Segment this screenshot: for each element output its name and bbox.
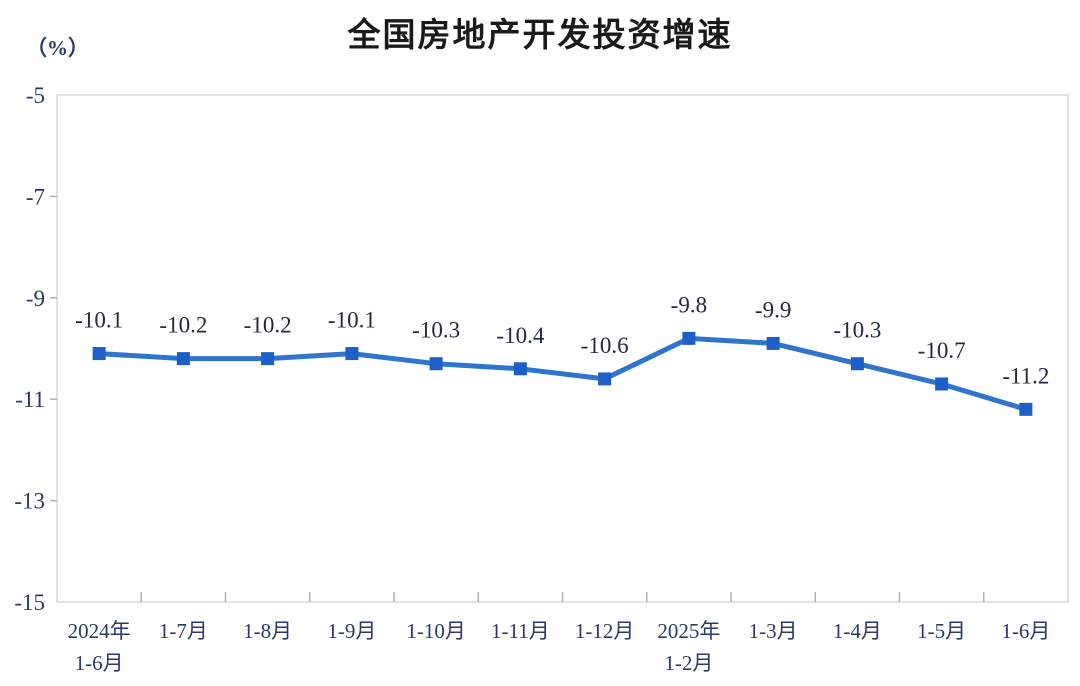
x-axis-category-label: 1-5月 <box>917 619 966 643</box>
y-axis-tick-label: -13 <box>14 489 45 514</box>
x-axis-category-label: 1-10月 <box>406 619 466 643</box>
chart-title: 全国房地产开发投资增速 <box>347 15 733 54</box>
data-point-marker <box>766 336 780 350</box>
data-point-marker <box>1019 402 1033 416</box>
data-point-marker <box>92 347 106 361</box>
data-point-label: -9.8 <box>671 292 707 317</box>
series-line <box>96 335 1029 412</box>
x-axis-category-label: 1-6月 <box>1001 619 1050 643</box>
x-axis-category-label: 2025年 <box>657 619 720 643</box>
x-axis-category-label: 1-3月 <box>749 619 798 643</box>
data-point-label: -10.1 <box>328 308 376 333</box>
y-axis-tick-label: -11 <box>15 387 45 412</box>
x-axis-category-label: 1-7月 <box>159 619 208 643</box>
y-axis-unit-label: （%） <box>26 36 89 60</box>
x-axis-category-label: 1-4月 <box>833 619 882 643</box>
data-point-marker <box>261 352 275 366</box>
data-point-label: -10.4 <box>496 323 544 348</box>
data-point-label: -9.9 <box>755 297 791 322</box>
y-axis-tick-label: -15 <box>14 590 45 615</box>
x-axis-category-label: 1-12月 <box>575 619 635 643</box>
x-axis-category-label: 2024年 <box>68 619 131 643</box>
data-point-label: -10.3 <box>412 318 460 343</box>
data-point-label: -10.6 <box>581 333 629 358</box>
data-point-marker <box>935 377 949 391</box>
data-point-label: -10.1 <box>75 308 123 333</box>
plot-area-border <box>56 94 1069 603</box>
data-point-marker <box>345 347 359 361</box>
y-axis-tick-label: -5 <box>26 83 45 108</box>
x-axis-category-label: 1-8月 <box>243 619 292 643</box>
x-axis-category-label: 1-6月 <box>75 651 124 675</box>
data-point-marker <box>429 357 443 371</box>
data-point-marker <box>682 331 696 345</box>
data-point-marker <box>850 357 864 371</box>
data-point-label: -10.2 <box>244 313 292 338</box>
x-axis-category-label: 1-9月 <box>327 619 376 643</box>
data-point-marker <box>513 362 527 376</box>
x-axis-category-label: 1-2月 <box>664 651 713 675</box>
data-point-label: -11.2 <box>1002 363 1049 388</box>
y-axis-tick-label: -7 <box>26 184 45 209</box>
data-point-label: -10.7 <box>918 338 966 363</box>
x-axis-category-label: 1-11月 <box>491 619 550 643</box>
data-point-label: -10.2 <box>159 313 207 338</box>
data-point-marker <box>176 352 190 366</box>
y-axis-tick-label: -9 <box>26 286 45 311</box>
data-point-marker <box>598 372 612 386</box>
data-point-label: -10.3 <box>833 318 881 343</box>
